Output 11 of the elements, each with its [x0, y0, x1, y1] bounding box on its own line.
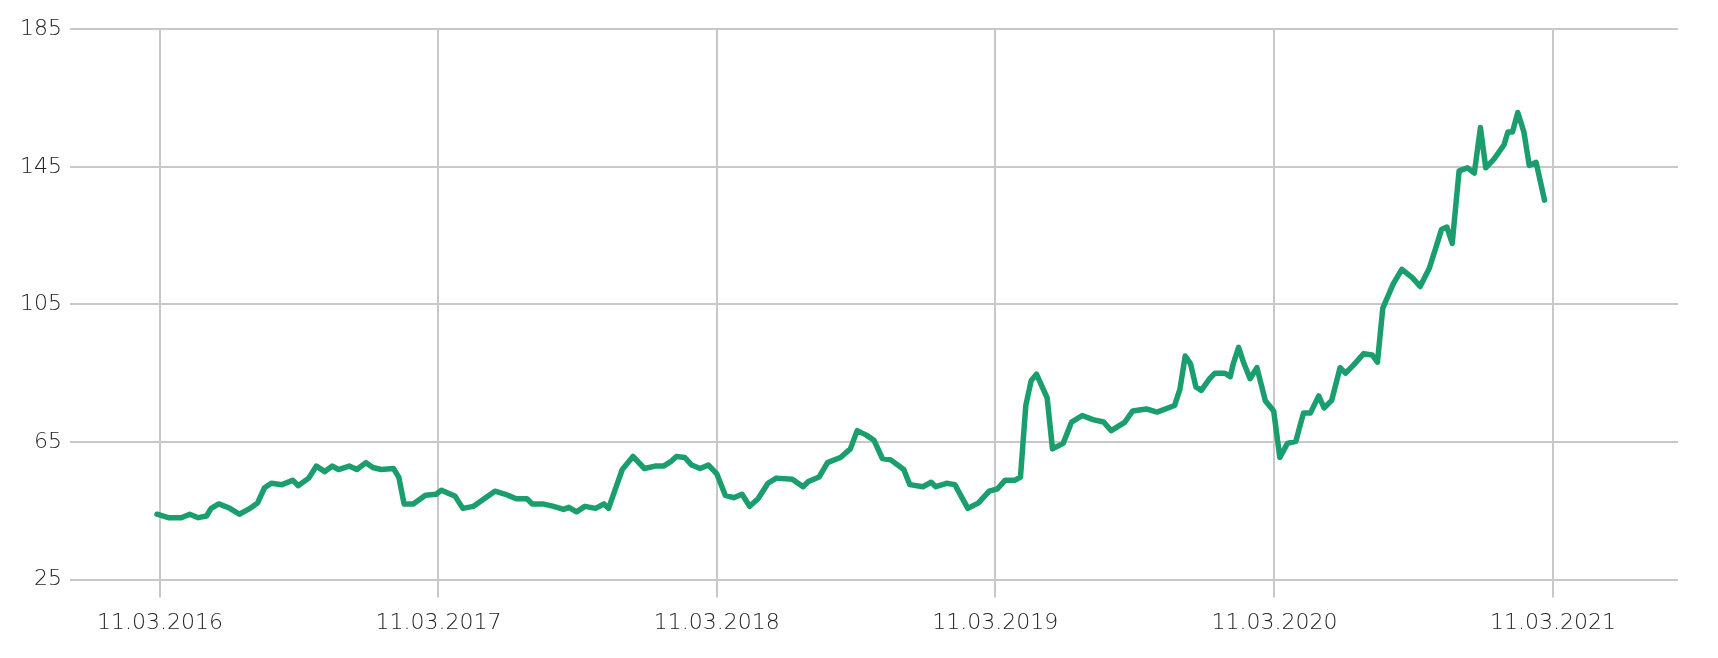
- x-tick-label: 11.03.2018: [653, 608, 780, 634]
- y-tick-label: 105: [19, 290, 62, 316]
- x-tick-label: 11.03.2021: [1489, 608, 1616, 634]
- x-tick-label: 11.03.2016: [97, 608, 223, 634]
- y-tick-label: 185: [19, 14, 62, 40]
- y-tick-label: 145: [19, 152, 62, 178]
- x-tick-label: 11.03.2020: [1211, 608, 1338, 634]
- x-tick-label: 11.03.2017: [375, 608, 502, 634]
- y-tick-label: 25: [33, 565, 62, 591]
- y-tick-label: 65: [33, 427, 62, 453]
- x-tick-label: 11.03.2019: [932, 608, 1059, 634]
